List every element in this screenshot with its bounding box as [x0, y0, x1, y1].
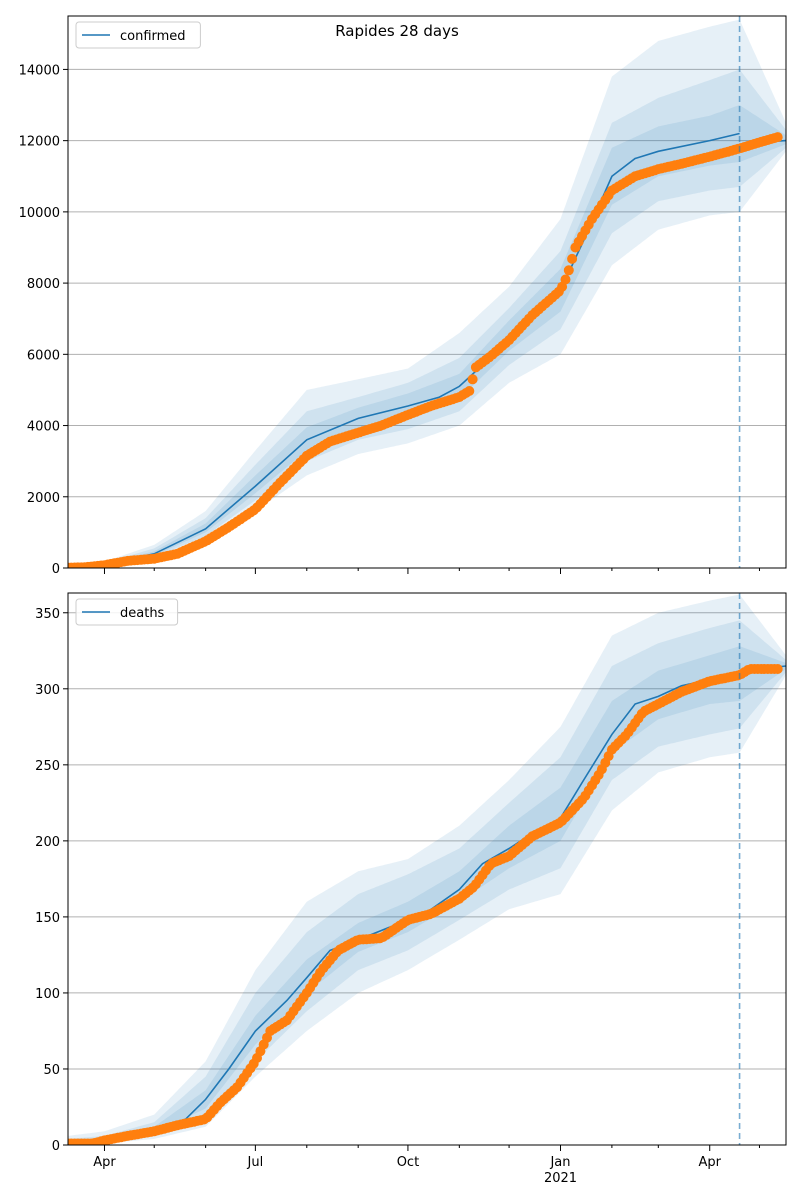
axes-frame	[67, 15, 787, 569]
observed-series	[68, 132, 783, 568]
legend-box	[75, 21, 201, 49]
x-tick-label: Apr	[698, 1155, 721, 1170]
uncertainty-band-2	[68, 620, 786, 1145]
x-tick-label: Oct	[397, 1155, 419, 1170]
observed-point	[467, 374, 478, 385]
observed-series	[68, 664, 783, 1145]
legend-box	[75, 598, 179, 626]
legend: deaths	[75, 598, 179, 626]
panel-confirmed: 0 2000 4000 6000 8000 10000 12000 14000 confirme…	[19, 15, 787, 577]
plot-area	[68, 594, 786, 1145]
x-tick-sublabel: 2021	[544, 1171, 577, 1186]
legend: confirmed	[75, 21, 201, 49]
y-tick-label: 0	[52, 562, 60, 577]
y-tick-label: 8000	[27, 277, 60, 292]
y-tick-label: 4000	[27, 420, 60, 435]
y-tick-label: 200	[35, 835, 60, 850]
observed-point	[567, 253, 578, 264]
observed-point	[772, 664, 783, 674]
y-tick-label: 12000	[19, 135, 60, 150]
y-tick-label: 300	[35, 683, 60, 698]
uncertainty-band-3	[68, 646, 786, 1145]
observed-point	[772, 132, 783, 143]
plot-area	[68, 19, 786, 568]
y-tick-label: 6000	[27, 348, 60, 363]
observed-point	[563, 265, 574, 276]
y-tick-label: 50	[43, 1063, 60, 1078]
x-tick-label: Jan	[549, 1155, 570, 1170]
observed-point	[560, 274, 571, 285]
y-tick-label: 350	[35, 607, 60, 622]
x-tick-label: Apr	[93, 1155, 116, 1170]
figure-title: Rapides 28 days	[335, 22, 459, 40]
observed-point	[464, 386, 475, 396]
y-gridlines	[68, 612, 786, 1146]
x-tick-label: Jul	[247, 1155, 264, 1170]
y-tick-label: 0	[52, 1139, 60, 1154]
y-gridlines	[68, 68, 786, 569]
y-tick-label: 150	[35, 911, 60, 926]
uncertainty-band-1	[68, 594, 786, 1145]
y-tick-label: 2000	[27, 491, 60, 506]
uncertainty-band-1	[68, 19, 786, 568]
y-tick-label: 10000	[19, 206, 60, 221]
legend-label: confirmed	[120, 29, 186, 44]
axes-frame	[67, 592, 787, 1146]
y-tick-label: 250	[35, 759, 60, 774]
y-tick-label: 14000	[19, 63, 60, 78]
legend-label: deaths	[120, 606, 165, 621]
y-tick-label: 100	[35, 987, 60, 1002]
